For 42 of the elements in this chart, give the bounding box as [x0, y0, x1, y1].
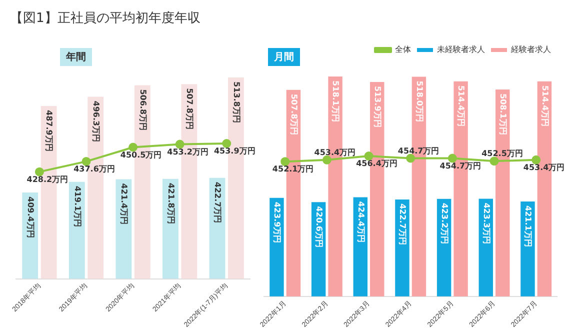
legend-label: 経験者求人	[510, 45, 551, 54]
data-label: 424.4万円	[356, 201, 366, 243]
chart-title: 月間	[268, 48, 300, 66]
data-label: 514.4万円	[456, 85, 466, 127]
data-label: 513.9万円	[373, 86, 382, 128]
data-label: 452.1万円	[272, 164, 314, 174]
data-label: 452.5万円	[482, 149, 523, 158]
data-label: 421.8万円	[166, 182, 176, 224]
data-label: 456.4万円	[356, 159, 398, 168]
data-label: 453.4万円	[523, 163, 565, 172]
data-label: 507.8万円	[289, 94, 298, 136]
data-label: 423.2万円	[440, 202, 449, 244]
data-label: 423.3万円	[482, 202, 491, 244]
data-label: 453.4万円	[314, 148, 356, 157]
data-label: 454.7万円	[398, 146, 440, 156]
data-label: 421.4万円	[120, 183, 129, 225]
legend-label: 未経験者求人	[437, 45, 485, 54]
data-label: 518.1万円	[331, 80, 340, 122]
data-label: 437.6万円	[74, 164, 115, 174]
data-label: 453.2万円	[167, 147, 208, 156]
data-label: 421.1万円	[524, 206, 533, 247]
data-label: 450.5万円	[120, 150, 162, 160]
chart-title: 【図1】正社員の平均初年度年収	[10, 10, 200, 27]
data-label: 454.7万円	[440, 161, 482, 170]
data-label: 496.3万円	[92, 100, 101, 142]
chart-subtitle: 年間	[60, 48, 92, 66]
data-label: 420.6万円	[314, 206, 324, 248]
data-label: 514.4万円	[540, 85, 550, 127]
data-label: 506.8万円	[138, 89, 148, 131]
data-label: 453.9万円	[214, 146, 256, 156]
data-label: 508.1万円	[498, 93, 508, 135]
data-label: 487.9万円	[44, 110, 54, 152]
data-label: 513.8万円	[232, 82, 241, 123]
data-label: 422.7万円	[398, 203, 408, 245]
data-label: 422.7万円	[213, 182, 222, 224]
data-label: 423.9万円	[272, 202, 282, 244]
data-label: 428.2万円	[26, 174, 68, 184]
legend-label: 全体	[395, 45, 411, 54]
data-label: 507.8万円	[185, 88, 194, 130]
data-label: 518.0万円	[414, 80, 424, 122]
data-label: 419.1万円	[72, 186, 82, 228]
data-label: 409.4万円	[26, 196, 36, 238]
